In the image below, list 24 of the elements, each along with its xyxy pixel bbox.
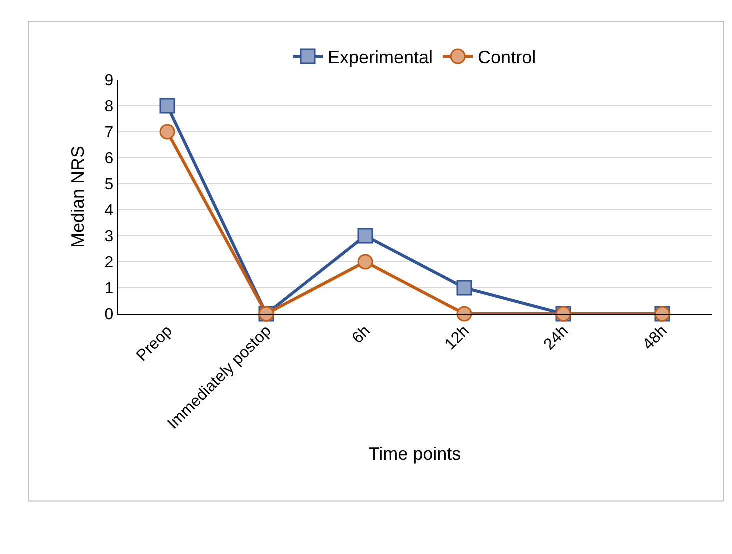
x-tick-label: 6h <box>349 322 374 348</box>
x-tick-label: 24h <box>541 322 572 354</box>
point <box>456 306 472 322</box>
y-tick-label: 5 <box>104 176 114 194</box>
legend-label: Experimental <box>328 48 434 68</box>
x-axis-title: Time points <box>368 444 462 464</box>
y-tick-label: 2 <box>104 254 114 272</box>
x-tick-label: 12h <box>442 322 473 354</box>
point <box>456 280 472 296</box>
y-tick-label: 3 <box>104 228 114 246</box>
y-axis-title: Median NRS <box>68 146 88 248</box>
y-tick-label: 4 <box>104 202 114 220</box>
y-tick-label: 1 <box>104 280 114 298</box>
y-tick-label: 0 <box>104 306 114 324</box>
legend-label: Control <box>478 48 536 68</box>
y-tick-label: 6 <box>104 150 114 168</box>
y-tick-label: 7 <box>104 124 114 142</box>
point <box>358 228 374 244</box>
y-tick-label: 9 <box>104 72 114 90</box>
point <box>358 254 374 270</box>
y-tick-label: 8 <box>104 98 114 116</box>
point <box>160 124 176 140</box>
x-tick-label: 48h <box>640 322 671 354</box>
point <box>160 98 176 114</box>
